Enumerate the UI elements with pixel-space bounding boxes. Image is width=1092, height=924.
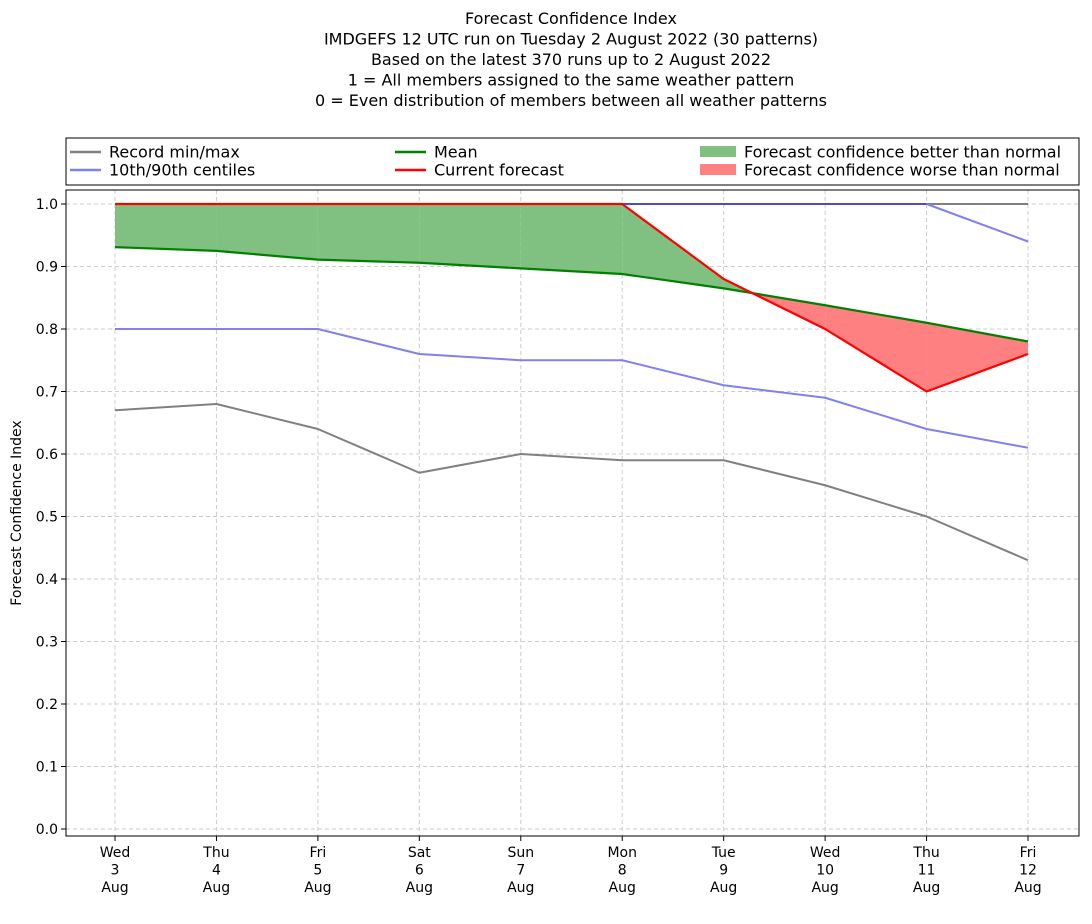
legend-handle-patch	[700, 146, 736, 157]
better-than-normal-area	[419, 204, 521, 269]
y-tick-label: 0.8	[36, 322, 58, 338]
title-line-1: Forecast Confidence Index	[465, 9, 677, 28]
y-tick-label: 1.0	[36, 197, 58, 213]
x-tick-label: Mon 8 Aug	[607, 845, 637, 896]
legend-label: Current forecast	[434, 161, 564, 180]
better-than-normal-area	[520, 204, 623, 274]
y-tick-label: 0.1	[36, 760, 58, 776]
x-tick-label-part: 3	[111, 863, 120, 879]
better-than-normal-area	[216, 204, 318, 260]
legend-label: Forecast confidence better than normal	[744, 143, 1061, 162]
better-than-normal-area	[317, 204, 420, 263]
x-tick-label-part: Aug	[1014, 880, 1041, 896]
worse-than-normal-area	[825, 305, 927, 392]
title-line-4: 1 = All members assigned to the same wea…	[348, 71, 795, 90]
y-tick-label: 0.5	[36, 510, 58, 526]
x-tick-label-part: 5	[313, 863, 322, 879]
x-tick-label-part: Aug	[406, 880, 433, 896]
x-tick-label-part: Fri	[1020, 845, 1037, 861]
x-tick-label: Sat 6 Aug	[406, 845, 433, 896]
x-tick-label: Tue 9 Aug	[710, 845, 737, 896]
y-axis-label: Forecast Confidence Index	[9, 420, 25, 605]
x-tick-label-part: 11	[918, 863, 936, 879]
series-lines	[114, 202, 1029, 562]
x-tick-label-part: Aug	[609, 880, 636, 896]
legend-handle-patch	[700, 164, 736, 175]
x-tick-label-part: 6	[415, 863, 424, 879]
plot-frame	[65, 189, 1080, 837]
x-tick-label-part: Mon	[607, 845, 637, 861]
x-tick-label: Thu 4 Aug	[202, 845, 230, 896]
mean-line	[114, 246, 1029, 343]
x-tick-label-part: Fri	[310, 845, 327, 861]
record-min-line	[114, 403, 1029, 562]
x-tick-label: Wed 10 Aug	[810, 845, 841, 896]
better-than-normal-area	[622, 204, 724, 289]
x-tick-label-part: Aug	[101, 880, 128, 896]
current-forecast-line	[115, 202, 1029, 393]
chart-title: Forecast Confidence Index IMDGEFS 12 UTC …	[315, 9, 827, 110]
legend-label: Forecast confidence worse than normal	[744, 161, 1060, 180]
x-tick-label-part: 4	[212, 863, 221, 879]
x-tick-label-part: Sat	[408, 845, 431, 861]
x-tick-label-part: Tue	[711, 845, 736, 861]
x-tick-label-part: Thu	[912, 845, 939, 861]
x-tick-label-part: 9	[719, 863, 728, 879]
y-tick-label: 0.2	[36, 697, 58, 713]
y-tick-label: 0.3	[36, 635, 58, 651]
x-tick-label: Thu 11 Aug	[912, 845, 940, 896]
x-tick-label-part: 12	[1019, 863, 1037, 879]
x-tick-label-part: Aug	[304, 880, 331, 896]
title-line-3: Based on the latest 370 runs up to 2 Aug…	[371, 50, 771, 69]
x-tick-label-part: Aug	[710, 880, 737, 896]
y-tick-label: 0.0	[36, 822, 58, 838]
grid	[66, 190, 1079, 836]
x-tick-label: Fri 5 Aug	[304, 845, 331, 896]
x-tick-label-part: Aug	[811, 880, 838, 896]
x-tick-label: Sun 7 Aug	[507, 845, 534, 896]
title-line-5: 0 = Even distribution of members between…	[315, 91, 827, 110]
confidence-fills	[115, 204, 1028, 392]
y-tick-label: 0.9	[36, 260, 58, 276]
x-tick-label-part: Wed	[810, 845, 841, 861]
y-tick-label: 0.7	[36, 385, 58, 401]
title-line-2: IMDGEFS 12 UTC run on Tuesday 2 August 2…	[324, 30, 818, 49]
legend-label: Mean	[434, 143, 478, 162]
worse-than-normal-area	[926, 322, 1028, 392]
y-axis: 0.0 0.1 0.2 0.3 0.4 0.5 0.6 0.7 0.8 0.9 1.0	[36, 197, 66, 838]
x-tick-label-part: 10	[816, 863, 834, 879]
x-tick-label-part: Thu	[202, 845, 229, 861]
legend-box	[65, 137, 1080, 186]
x-tick-label-part: 7	[516, 863, 525, 879]
legend-label: Record min/max	[109, 143, 240, 162]
y-tick-label: 0.4	[36, 572, 58, 588]
x-tick-label-part: Wed	[100, 845, 131, 861]
p10-line	[115, 328, 1029, 449]
x-tick-label-part: Aug	[913, 880, 940, 896]
x-tick-label-part: Aug	[203, 880, 230, 896]
x-tick-label-part: 8	[618, 863, 627, 879]
x-tick-label: Wed 3 Aug	[100, 845, 131, 896]
x-tick-label-part: Aug	[507, 880, 534, 896]
legend-label: 10th/90th centiles	[109, 161, 255, 180]
better-than-normal-area	[115, 204, 217, 251]
x-tick-label: Fri 12 Aug	[1014, 845, 1041, 896]
y-tick-label: 0.6	[36, 447, 58, 463]
x-tick-label-part: Sun	[507, 845, 534, 861]
